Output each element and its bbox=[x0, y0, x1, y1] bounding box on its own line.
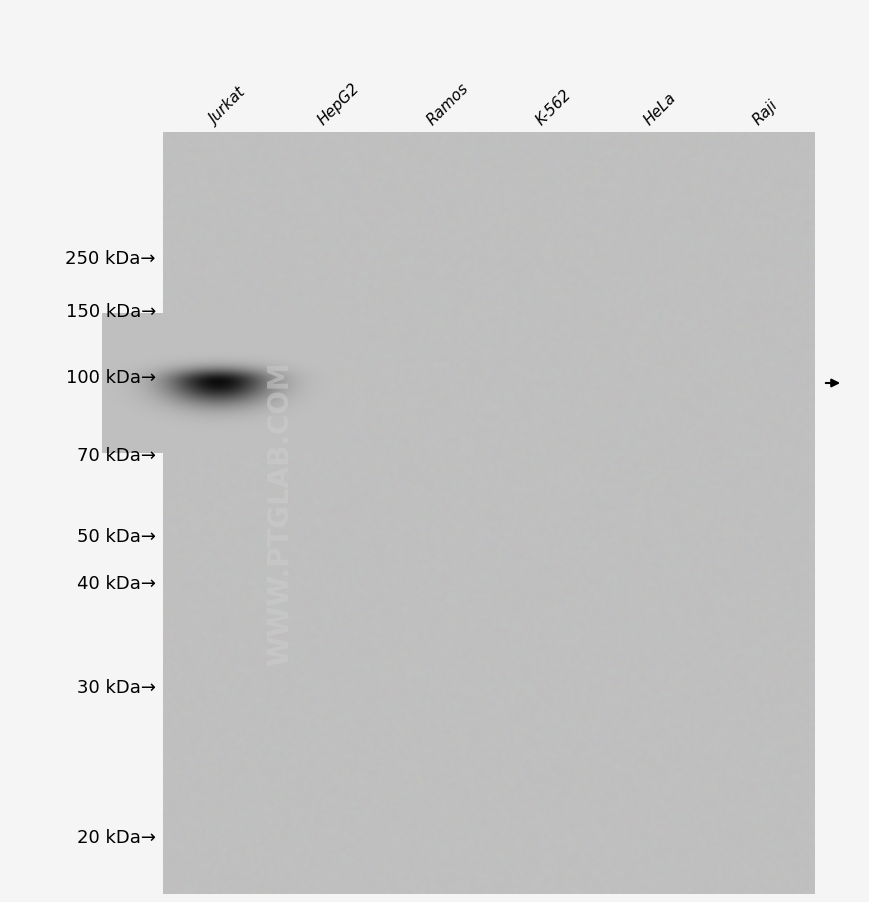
Text: 100 kDa→: 100 kDa→ bbox=[66, 369, 156, 387]
Text: Jurkat: Jurkat bbox=[207, 86, 249, 128]
Bar bbox=[163, 133, 814, 894]
Text: HepG2: HepG2 bbox=[315, 80, 362, 128]
Text: 20 kDa→: 20 kDa→ bbox=[77, 828, 156, 846]
Text: 30 kDa→: 30 kDa→ bbox=[77, 678, 156, 696]
Text: 50 kDa→: 50 kDa→ bbox=[77, 528, 156, 545]
Text: Ramos: Ramos bbox=[423, 80, 471, 128]
Text: WWW.PTGLAB.COM: WWW.PTGLAB.COM bbox=[266, 362, 294, 666]
Text: K-562: K-562 bbox=[532, 87, 574, 128]
Text: 70 kDa→: 70 kDa→ bbox=[77, 446, 156, 465]
Text: 250 kDa→: 250 kDa→ bbox=[65, 250, 156, 267]
Text: 150 kDa→: 150 kDa→ bbox=[65, 303, 156, 321]
Text: Raji: Raji bbox=[749, 97, 779, 128]
Text: HeLa: HeLa bbox=[640, 90, 679, 128]
Text: 40 kDa→: 40 kDa→ bbox=[77, 575, 156, 593]
